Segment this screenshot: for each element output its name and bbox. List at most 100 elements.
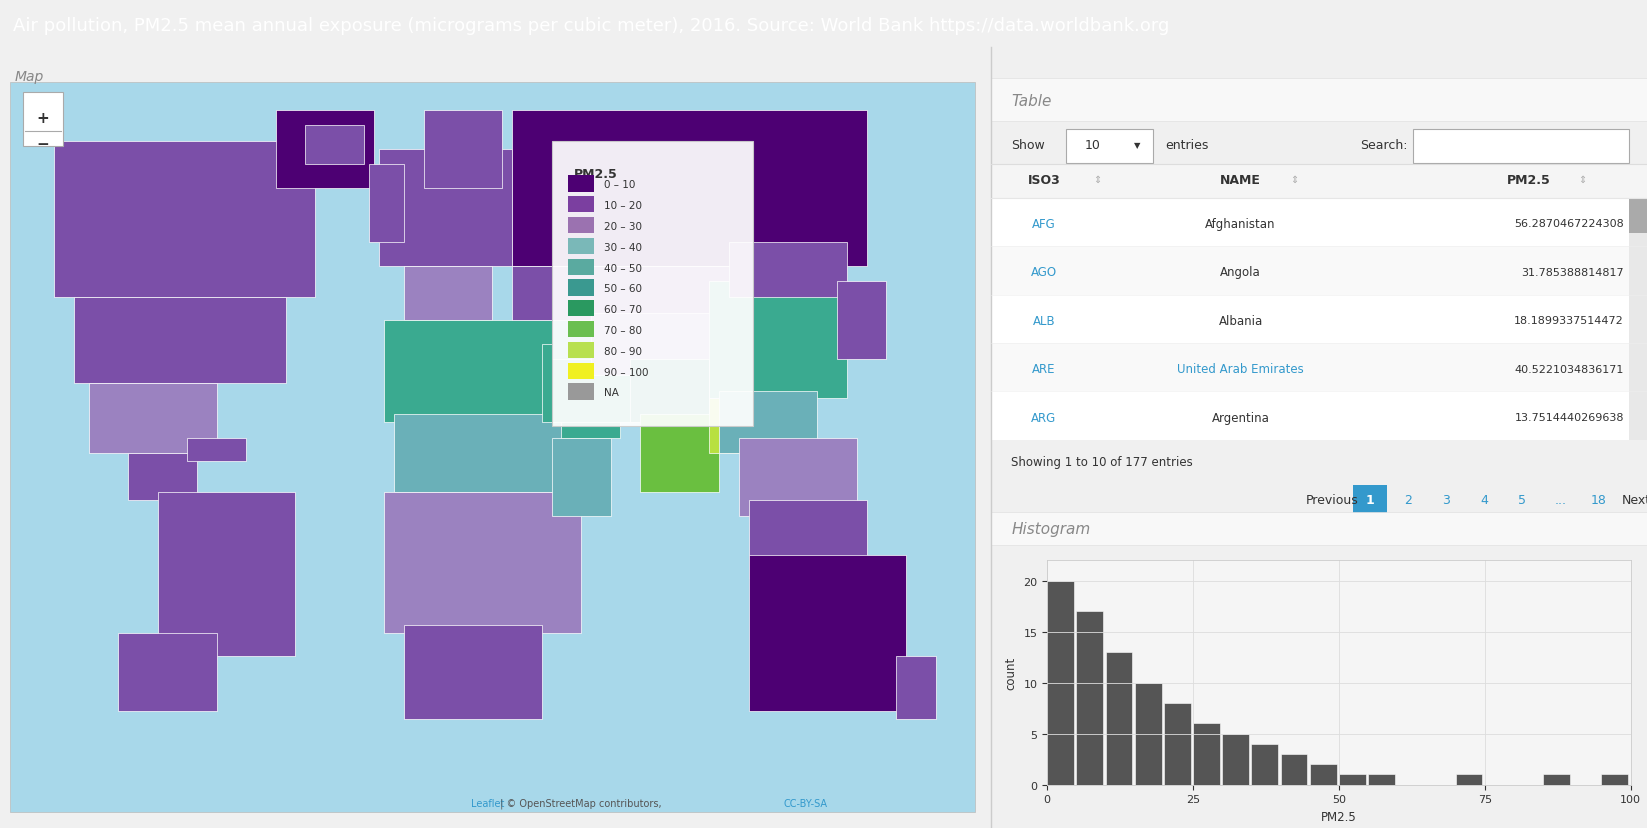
Polygon shape [552, 438, 611, 516]
Text: 0 – 10: 0 – 10 [604, 181, 636, 190]
Bar [1369, 774, 1395, 785]
FancyBboxPatch shape [1066, 130, 1153, 164]
Bar [991, 199, 1647, 247]
Polygon shape [512, 110, 866, 267]
Polygon shape [631, 360, 710, 422]
Text: Showing 1 to 10 of 177 entries: Showing 1 to 10 of 177 entries [1011, 455, 1192, 469]
Text: | © OpenStreetMap contributors,: | © OpenStreetMap contributors, [497, 798, 665, 808]
Polygon shape [641, 415, 720, 493]
Polygon shape [748, 555, 906, 711]
Text: United Arab Emirates: United Arab Emirates [1178, 363, 1304, 376]
Polygon shape [562, 376, 621, 438]
Polygon shape [404, 625, 542, 719]
Polygon shape [730, 243, 847, 297]
Text: PM2.5: PM2.5 [1507, 173, 1551, 186]
Bar [1135, 683, 1161, 785]
Bar [991, 512, 1647, 545]
Text: 60 – 70: 60 – 70 [604, 305, 642, 315]
Bar [1629, 199, 1647, 233]
Text: 20 – 30: 20 – 30 [604, 222, 642, 232]
Polygon shape [89, 383, 217, 454]
Text: Show: Show [1011, 139, 1044, 152]
Text: 1: 1 [1365, 493, 1375, 506]
Polygon shape [512, 267, 738, 321]
Bar [1164, 703, 1191, 785]
Bar [568, 321, 595, 338]
Text: 18: 18 [1591, 493, 1606, 506]
Polygon shape [54, 142, 315, 297]
Polygon shape [710, 399, 748, 454]
Text: ⇕: ⇕ [1578, 175, 1586, 185]
Bar [1192, 724, 1220, 785]
Text: Leaflet: Leaflet [471, 798, 504, 808]
Polygon shape [710, 282, 847, 399]
Text: entries: entries [1164, 139, 1209, 152]
Polygon shape [404, 267, 492, 321]
Bar [568, 301, 595, 317]
Text: Albania: Albania [1219, 315, 1263, 327]
Bar [1309, 764, 1337, 785]
Text: 10 – 20: 10 – 20 [604, 201, 642, 211]
Polygon shape [591, 313, 738, 376]
Text: NAME: NAME [1220, 173, 1262, 186]
Bar [991, 79, 1647, 122]
Text: 40.5221034836171: 40.5221034836171 [1515, 364, 1624, 374]
Bar [991, 247, 1647, 296]
Bar [1601, 774, 1629, 785]
FancyBboxPatch shape [1413, 130, 1629, 164]
Bar [568, 280, 595, 296]
Text: Histogram: Histogram [1011, 521, 1090, 536]
Text: 70 – 80: 70 – 80 [604, 325, 642, 335]
Polygon shape [394, 415, 572, 493]
FancyBboxPatch shape [23, 94, 63, 147]
Bar [1222, 734, 1248, 785]
Text: 2: 2 [1405, 493, 1413, 506]
Bar [991, 165, 1647, 199]
Text: ⇕: ⇕ [1290, 175, 1298, 185]
Bar [1543, 774, 1570, 785]
FancyBboxPatch shape [1354, 485, 1387, 517]
Bar [568, 259, 595, 276]
Bar [568, 363, 595, 379]
Text: −: − [36, 137, 49, 152]
Polygon shape [74, 297, 285, 383]
Text: 10: 10 [1085, 139, 1102, 152]
Polygon shape [275, 110, 374, 189]
Polygon shape [158, 493, 295, 657]
Text: PM2.5: PM2.5 [575, 167, 618, 181]
Bar [991, 344, 1647, 392]
Polygon shape [738, 438, 856, 516]
Bar [568, 342, 595, 359]
Bar [1047, 581, 1074, 785]
Text: ARG: ARG [1031, 412, 1057, 424]
Text: NA: NA [604, 388, 619, 398]
Text: ⇕: ⇕ [1094, 175, 1102, 185]
Polygon shape [384, 493, 581, 633]
Y-axis label: count: count [1005, 656, 1018, 689]
Text: Table: Table [1011, 94, 1051, 108]
Polygon shape [748, 500, 866, 579]
Text: Air pollution, PM2.5 mean annual exposure (micrograms per cubic meter), 2016. So: Air pollution, PM2.5 mean annual exposur… [13, 17, 1169, 36]
Text: 18.1899337514472: 18.1899337514472 [1514, 316, 1624, 326]
Bar [568, 176, 595, 192]
Text: ...: ... [1555, 493, 1566, 506]
Text: Afghanistan: Afghanistan [1206, 218, 1276, 231]
Text: AFG: AFG [1033, 218, 1056, 231]
Text: Map: Map [15, 70, 44, 84]
Text: 80 – 90: 80 – 90 [604, 346, 642, 356]
Text: ISO3: ISO3 [1028, 173, 1061, 186]
Text: 40 – 50: 40 – 50 [604, 263, 642, 273]
Text: Next: Next [1622, 493, 1647, 506]
Text: ARE: ARE [1033, 363, 1056, 376]
Text: 50 – 60: 50 – 60 [604, 284, 642, 294]
Polygon shape [720, 391, 817, 454]
Text: ALB: ALB [1033, 315, 1056, 327]
Text: Previous: Previous [1306, 493, 1359, 506]
Polygon shape [188, 438, 247, 461]
Text: 90 – 100: 90 – 100 [604, 367, 649, 377]
Text: AGO: AGO [1031, 266, 1057, 279]
Polygon shape [384, 321, 591, 422]
Bar [568, 218, 595, 233]
Polygon shape [119, 633, 217, 711]
Polygon shape [542, 344, 660, 422]
